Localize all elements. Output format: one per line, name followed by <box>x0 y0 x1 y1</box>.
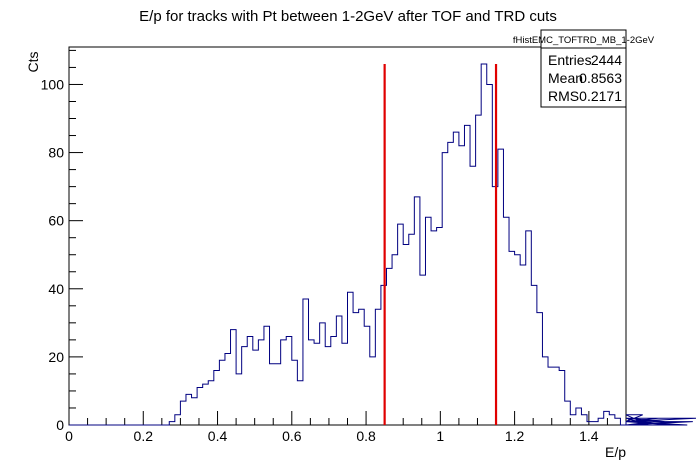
x-tick-label: 0.8 <box>356 428 376 444</box>
y-tick-label: 100 <box>41 76 65 92</box>
x-tick-label: 0 <box>65 428 73 444</box>
stats-entries-label: Entries <box>548 52 592 68</box>
y-tick-label: 60 <box>48 213 64 229</box>
x-tick-label: 1 <box>436 428 444 444</box>
y-tick-label: 0 <box>56 417 64 433</box>
y-tick-label: 40 <box>48 281 64 297</box>
stats-rms-value: 0.2171 <box>579 88 622 104</box>
y-tick-label: 20 <box>48 349 64 365</box>
histogram-line <box>69 63 696 426</box>
x-tick-label: 1.2 <box>505 428 525 444</box>
stats-mean-label: Mean <box>548 70 583 86</box>
stats-entries-value: 2444 <box>591 52 622 68</box>
stats-box: fHistEMC_TOFTRD_MB_1-2GeV Entries 2444 M… <box>513 29 655 108</box>
x-tick-label: 0.6 <box>282 428 302 444</box>
cut-lines <box>383 64 498 425</box>
y-axis: 0 20 40 60 80 100 <box>41 49 83 433</box>
chart-title: E/p for tracks with Pt between 1-2GeV af… <box>139 8 557 25</box>
y-axis-label: Cts <box>25 52 41 73</box>
y-tick-label: 80 <box>48 145 64 161</box>
x-axis-label: E/p <box>605 444 626 460</box>
x-tick-label: 0.2 <box>134 428 154 444</box>
x-tick-label: 0.4 <box>208 428 228 444</box>
x-tick-label: 1.4 <box>579 428 599 444</box>
stats-box-title: fHistEMC_TOFTRD_MB_1-2GeV <box>513 35 655 46</box>
stats-mean-value: 0.8563 <box>579 70 622 86</box>
x-axis: 0 0.2 0.4 0.6 0.8 1 1.2 1.4 <box>65 411 627 444</box>
stats-rms-label: RMS <box>548 88 579 104</box>
